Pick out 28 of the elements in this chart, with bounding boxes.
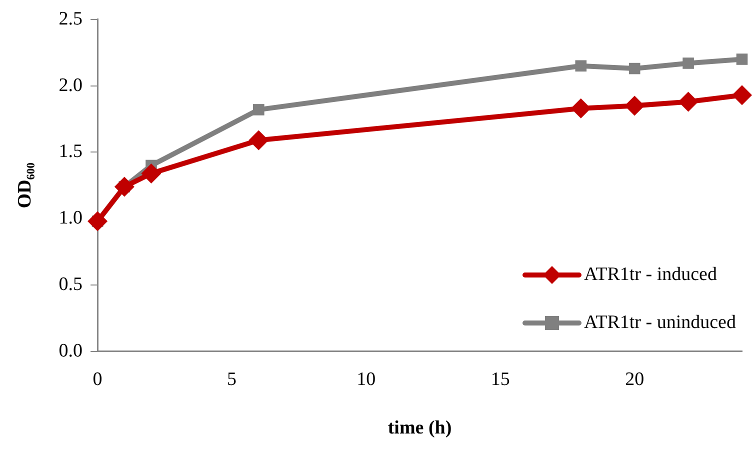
point bbox=[253, 104, 264, 116]
legend-label: ATR1tr - uninduced bbox=[584, 312, 736, 334]
x-tick-label: 10 bbox=[356, 368, 376, 390]
x-tick-label: 5 bbox=[227, 368, 237, 390]
y-tick-label: 1.5 bbox=[58, 141, 83, 162]
point bbox=[88, 211, 108, 232]
point bbox=[736, 54, 748, 65]
y-tick-label: 0.5 bbox=[58, 274, 83, 295]
point bbox=[624, 96, 645, 116]
point bbox=[628, 62, 640, 74]
x-tick-label: 20 bbox=[625, 368, 644, 390]
legend-label: ATR1tr - induced bbox=[584, 264, 717, 286]
point bbox=[570, 98, 591, 118]
point bbox=[682, 58, 694, 69]
x-tick-label: 0 bbox=[92, 368, 102, 390]
y-tick-label: 2.5 bbox=[58, 8, 83, 30]
point bbox=[575, 60, 587, 72]
point bbox=[732, 85, 752, 106]
point bbox=[248, 130, 269, 150]
y-axis-title: OD₆₀₀ bbox=[14, 162, 36, 208]
y-tick-label: 2.0 bbox=[58, 74, 83, 96]
y-tick-label: 1.0 bbox=[58, 208, 83, 229]
point bbox=[678, 92, 698, 112]
point bbox=[114, 176, 134, 197]
y-tick-label: 0.0 bbox=[58, 340, 83, 362]
x-tick-label: 15 bbox=[490, 368, 510, 390]
point bbox=[141, 163, 162, 184]
x-axis-title: time (h) bbox=[388, 418, 452, 439]
